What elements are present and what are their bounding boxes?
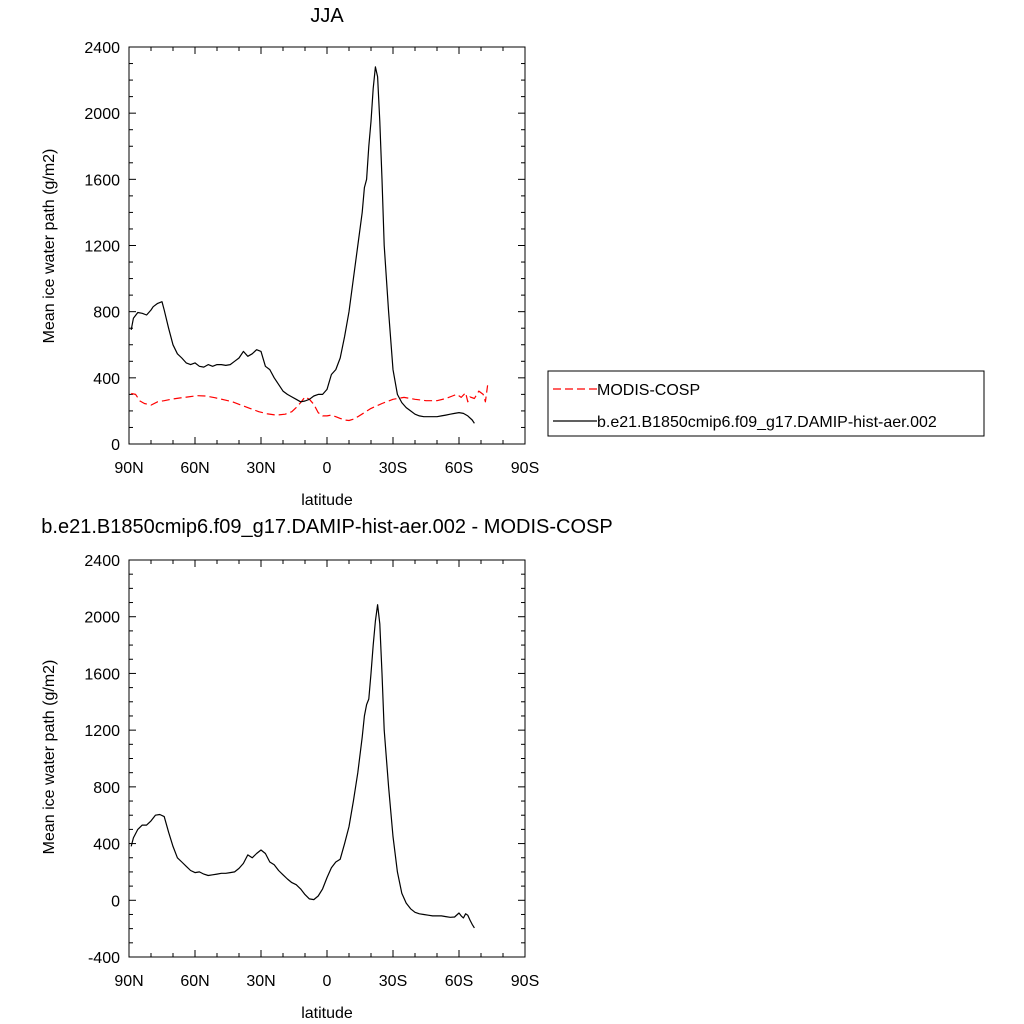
top-y-tick-label: 400 <box>93 371 120 388</box>
top-y-tick-label: 1600 <box>84 172 120 189</box>
top-plot-frame <box>128 46 526 445</box>
top-panel: JJA Mean ice water path (g/m2) latitude … <box>41 5 539 509</box>
bottom-y-tick-label: 1600 <box>84 666 120 683</box>
bottom-y-tick-label: 0 <box>111 893 120 910</box>
bottom-chart-title: b.e21.B1850cmip6.f09_g17.DAMIP-hist-aer.… <box>41 516 612 538</box>
bottom-x-axis-label: latitude <box>301 1005 353 1022</box>
bottom-y-tick-label: 2000 <box>84 610 120 627</box>
bottom-x-tick-label: 90N <box>114 973 143 990</box>
top-axes-ticks: 0 400 800 1200 1600 2000 2400 90N 60N 30N 0 30S 60S 9… <box>84 40 539 477</box>
top-x-tick-label: 60S <box>445 460 473 477</box>
bottom-axes-ticks: -400 0 400 800 1200 1600 2000 2400 90N 60N 30N 0 30S… <box>84 553 539 990</box>
bottom-x-tick-label: 60N <box>180 973 209 990</box>
top-x-tick-label: 0 <box>323 460 332 477</box>
top-y-tick-label: 2000 <box>84 106 120 123</box>
top-y-tick-label: 800 <box>93 305 120 322</box>
bottom-x-tick-label: 30N <box>246 973 275 990</box>
top-series-line-1 <box>130 66 475 424</box>
top-x-tick-label: 30S <box>379 460 407 477</box>
legend-box <box>547 370 985 437</box>
bottom-y-axis-label: Mean ice water path (g/m2) <box>41 660 58 855</box>
top-y-tick-label: 1200 <box>84 239 120 256</box>
top-y-tick-label: 2400 <box>84 40 120 57</box>
top-x-tick-label: 30N <box>246 460 275 477</box>
bottom-y-tick-label: 400 <box>93 837 120 854</box>
bottom-plot-frame <box>128 559 526 958</box>
top-x-tick-label: 90S <box>511 460 539 477</box>
top-x-axis-label: latitude <box>301 492 353 509</box>
bottom-y-tick-label: -400 <box>88 950 120 967</box>
legend-label-modis: MODIS-COSP <box>597 382 700 399</box>
bottom-panel: b.e21.B1850cmip6.f09_g17.DAMIP-hist-aer.… <box>41 516 613 1022</box>
top-plot-lines <box>130 66 489 424</box>
top-y-tick-label: 0 <box>111 437 120 454</box>
bottom-x-tick-label: 60S <box>445 973 473 990</box>
bottom-y-tick-label: 2400 <box>84 553 120 570</box>
top-x-tick-label: 90N <box>114 460 143 477</box>
bottom-plot-lines <box>130 604 475 929</box>
legend: MODIS-COSP b.e21.B1850cmip6.f09_g17.DAMI… <box>547 370 985 437</box>
top-chart-title: JJA <box>310 5 344 27</box>
bottom-y-tick-label: 1200 <box>84 723 120 740</box>
bottom-series-line-0 <box>130 604 475 929</box>
bottom-y-tick-label: 800 <box>93 780 120 797</box>
top-y-axis-label: Mean ice water path (g/m2) <box>41 149 58 344</box>
top-series-line-0 <box>131 385 489 422</box>
legend-label-model: b.e21.B1850cmip6.f09_g17.DAMIP-hist-aer.… <box>597 414 937 431</box>
top-x-tick-label: 60N <box>180 460 209 477</box>
bottom-x-tick-label: 0 <box>323 973 332 990</box>
bottom-x-tick-label: 30S <box>379 973 407 990</box>
bottom-x-tick-label: 90S <box>511 973 539 990</box>
